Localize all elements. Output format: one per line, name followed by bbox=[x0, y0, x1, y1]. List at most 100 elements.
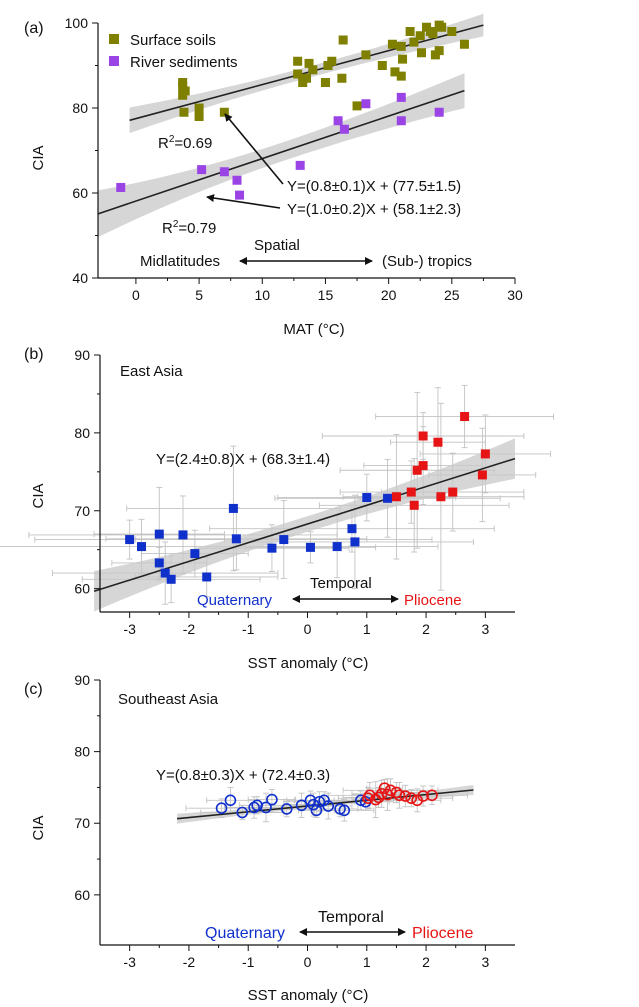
river-sediment-point bbox=[434, 107, 444, 117]
river-sediment-point bbox=[361, 99, 371, 109]
panel-b-pliocene-point bbox=[480, 449, 490, 459]
river-sediment-point bbox=[219, 167, 229, 177]
surface-soil-point bbox=[304, 58, 314, 68]
panel-c-x-tick-label: 1 bbox=[363, 954, 371, 970]
panel-b-pliocene-point bbox=[412, 465, 422, 475]
panel-b-y-tick-label: 90 bbox=[74, 347, 90, 363]
panel-b-quaternary-label: Quaternary bbox=[197, 592, 273, 609]
surface-soil-point bbox=[293, 56, 303, 66]
panel-c-pliocene-point bbox=[369, 793, 382, 806]
panel-c-quaternary-point bbox=[224, 794, 237, 807]
panel-b-quaternary-point bbox=[267, 543, 277, 553]
panel-c-pliocene-label: Pliocene bbox=[412, 925, 473, 942]
surface-soil-point bbox=[219, 107, 229, 117]
panel-b-pliocene-point bbox=[409, 500, 419, 510]
surface-soil-point bbox=[434, 46, 444, 56]
r2-label-surface-soils: R2=0.69 bbox=[158, 134, 212, 152]
panel-a-x-tick-label: 25 bbox=[444, 287, 460, 303]
surface-soil-point bbox=[337, 73, 347, 83]
panel-a-y-tick-label: 80 bbox=[72, 100, 88, 116]
panel-c-y-tick-label: 80 bbox=[74, 744, 90, 760]
river-sediment-point bbox=[396, 92, 406, 102]
river-sediment-point bbox=[197, 165, 207, 175]
panel-b-x-tick-label: -3 bbox=[123, 621, 136, 637]
panel-b-pliocene-label: Pliocene bbox=[404, 592, 462, 609]
panel-c-pliocene-point bbox=[393, 789, 406, 802]
surface-soil-point bbox=[180, 86, 190, 96]
panel-b-xlabel: SST anomaly (°C) bbox=[248, 655, 369, 672]
panel-a: (a) 0 5 10 15 20 25 30 40 60 80 100 Surface soils … bbox=[24, 13, 523, 338]
surface-soil-point bbox=[320, 78, 330, 87]
panel-b-x-tick-label: 2 bbox=[422, 621, 430, 637]
panel-a-y-tick-label: 40 bbox=[72, 270, 88, 286]
panel-b-fit-line bbox=[93, 457, 516, 593]
surface-soil-point bbox=[409, 37, 419, 47]
panel-c-quaternary-label: Quaternary bbox=[205, 925, 285, 942]
arrow-to-soil-fit bbox=[224, 113, 284, 185]
river-sediment-point bbox=[396, 116, 406, 126]
surface-soil-point bbox=[398, 54, 408, 64]
surface-soil-point bbox=[437, 22, 447, 32]
panel-b-pliocene-point bbox=[418, 461, 428, 471]
panel-b-pliocene-point bbox=[418, 431, 428, 441]
panel-c-quaternary-point bbox=[280, 803, 293, 815]
panel-c-xlabel: SST anomaly (°C) bbox=[248, 987, 369, 1004]
panel-c-points bbox=[215, 782, 438, 819]
panel-b-quaternary-point bbox=[178, 530, 188, 540]
panel-b-error-bars bbox=[0, 384, 554, 605]
midlatitudes-label: Midlatitudes bbox=[140, 253, 220, 270]
panel-c-x-tick-label: -1 bbox=[242, 954, 255, 970]
panel-b-pliocene-point bbox=[460, 412, 470, 422]
panel-b-temporal-label: Temporal bbox=[310, 575, 372, 592]
legend-label-river-sediments: River sediments bbox=[130, 54, 238, 71]
equation-river-sediments: Y=(1.0±0.2)X + (58.1±2.3) bbox=[287, 201, 461, 218]
panel-c-y-tick-label: 90 bbox=[74, 672, 90, 688]
surface-soil-point bbox=[428, 29, 438, 39]
panel-c-quaternary-point bbox=[215, 802, 228, 815]
panel-b-x-tick-label: 1 bbox=[363, 621, 371, 637]
panel-c-y-tick-label: 60 bbox=[74, 887, 90, 903]
panel-a-x-tick-label: 0 bbox=[132, 287, 140, 303]
surface-soil-point bbox=[302, 73, 311, 83]
panel-b-quaternary-point bbox=[279, 535, 289, 545]
panel-b-quaternary-point bbox=[350, 537, 360, 547]
panel-b-x-tick-label: 0 bbox=[304, 621, 312, 637]
panel-c-quaternary-point bbox=[295, 799, 308, 812]
panel-b-quaternary-point bbox=[231, 534, 241, 544]
panel-c-x-tick-label: 2 bbox=[422, 954, 430, 970]
panel-b-equation: Y=(2.4±0.8)X + (68.3±1.4) bbox=[156, 451, 330, 468]
fit-line-surface-soils bbox=[129, 24, 484, 122]
panel-a-y-tick-label: 60 bbox=[72, 185, 88, 201]
spatial-label: Spatial bbox=[254, 237, 300, 254]
panel-c-pliocene-point bbox=[417, 790, 429, 802]
panel-b-quaternary-point bbox=[137, 542, 146, 552]
panel-b-y-tick-label: 60 bbox=[74, 581, 90, 597]
panel-c-fit-line bbox=[176, 789, 474, 820]
surface-soil-point bbox=[293, 69, 303, 79]
panel-c-ylabel: CIA bbox=[30, 815, 47, 840]
panel-b-quaternary-point bbox=[228, 503, 238, 513]
panel-b-quaternary-point bbox=[190, 549, 200, 559]
panel-b-fit-line bbox=[93, 457, 516, 593]
panel-c-quaternary-point bbox=[355, 794, 367, 807]
river-sediment-point bbox=[295, 160, 305, 170]
surface-soil-point bbox=[459, 39, 469, 49]
panel-b-region-label: East Asia bbox=[120, 363, 183, 380]
panel-a-label: (a) bbox=[24, 20, 44, 37]
panel-c: (c) -3 -2 -1 0 1 2 3 60 70 80 90 Southeast Asia Y=… bbox=[24, 672, 515, 1004]
panel-c-temporal-label: Temporal bbox=[318, 909, 384, 926]
panel-b-label: (b) bbox=[24, 346, 44, 363]
panel-c-pliocene-point bbox=[384, 784, 397, 797]
panel-c-equation: Y=(0.8±0.3)X + (72.4±0.3) bbox=[156, 767, 330, 784]
panel-c-quaternary-point bbox=[266, 793, 278, 806]
panel-b: (b) -3 -2 -1 0 1 2 3 60 70 80 90 East Asia Y=(2.4±… bbox=[0, 346, 554, 672]
surface-soil-point bbox=[352, 101, 362, 111]
panel-b-x-tick-label: 3 bbox=[481, 621, 489, 637]
panel-b-y-tick-label: 80 bbox=[74, 425, 90, 441]
panel-a-x-tick-label: 20 bbox=[381, 287, 397, 303]
panel-b-quaternary-point bbox=[125, 535, 135, 545]
panel-b-quaternary-point bbox=[202, 572, 212, 582]
panel-b-pliocene-point bbox=[406, 487, 416, 497]
panel-c-y-tick-label: 70 bbox=[74, 815, 90, 831]
